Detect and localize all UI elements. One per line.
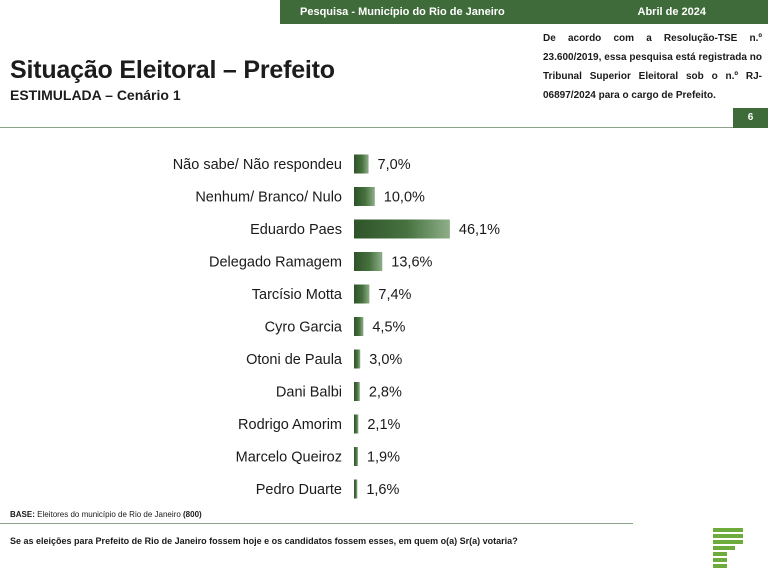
company-logo-icon	[713, 528, 743, 568]
page-title: Situação Eleitoral – Prefeito	[10, 56, 335, 84]
bar	[354, 479, 358, 499]
bar	[354, 317, 364, 336]
category-label: Eduardo Paes	[250, 222, 342, 238]
category-label: Cyro Garcia	[265, 320, 343, 336]
value-label: 3,0%	[369, 352, 402, 368]
bottom-divider	[0, 523, 633, 524]
bar	[354, 447, 358, 466]
page-number: 6	[733, 108, 768, 128]
category-label: Tarcísio Motta	[252, 287, 343, 303]
category-label: Dani Balbi	[276, 385, 342, 401]
value-label: 7,4%	[378, 287, 411, 303]
bar	[354, 382, 360, 401]
survey-name: Pesquisa - Município do Rio de Janeiro	[300, 6, 505, 18]
bar-chart: Não sabe/ Não respondeu 7,0% Nenhum/ Branc…	[173, 154, 500, 499]
category-label: Nenhum/ Branco/ Nulo	[195, 190, 342, 206]
value-label: 4,5%	[372, 320, 405, 336]
value-label: 1,9%	[367, 450, 400, 466]
base-text: Eleitores do município de Rio de Janeiro	[37, 510, 181, 519]
bar	[354, 252, 383, 271]
bar	[354, 349, 361, 369]
sample-base: BASE: Eleitores do município de Rio de J…	[10, 510, 202, 519]
survey-question: Se as eleições para Prefeito de Rio de J…	[10, 536, 518, 546]
bar	[354, 284, 370, 304]
category-label: Marcelo Queiroz	[236, 450, 342, 466]
page-subtitle: ESTIMULADA – Cenário 1	[10, 87, 181, 103]
value-label: 1,6%	[366, 482, 399, 498]
value-label: 46,1%	[459, 222, 500, 238]
bar	[354, 187, 375, 206]
category-label: Delegado Ramagem	[209, 255, 342, 271]
bar	[354, 219, 450, 239]
value-label: 2,1%	[367, 417, 400, 433]
category-label: Pedro Duarte	[256, 482, 342, 498]
category-label: Não sabe/ Não respondeu	[173, 157, 342, 173]
category-label: Rodrigo Amorim	[238, 417, 342, 433]
top-divider	[0, 127, 733, 128]
base-count: (800)	[183, 510, 202, 519]
bar	[354, 154, 369, 174]
value-label: 2,8%	[369, 385, 402, 401]
registration-note: De acordo com a Resolução-TSE n.º 23.600…	[543, 33, 762, 101]
base-label: BASE:	[10, 510, 35, 519]
value-label: 7,0%	[378, 157, 411, 173]
survey-date: Abril de 2024	[637, 6, 706, 18]
header-bar: Pesquisa - Município do Rio de Janeiro A…	[280, 0, 768, 24]
value-label: 10,0%	[384, 190, 425, 206]
value-label: 13,6%	[391, 255, 432, 271]
category-label: Otoni de Paula	[246, 352, 343, 368]
bar	[354, 414, 359, 434]
